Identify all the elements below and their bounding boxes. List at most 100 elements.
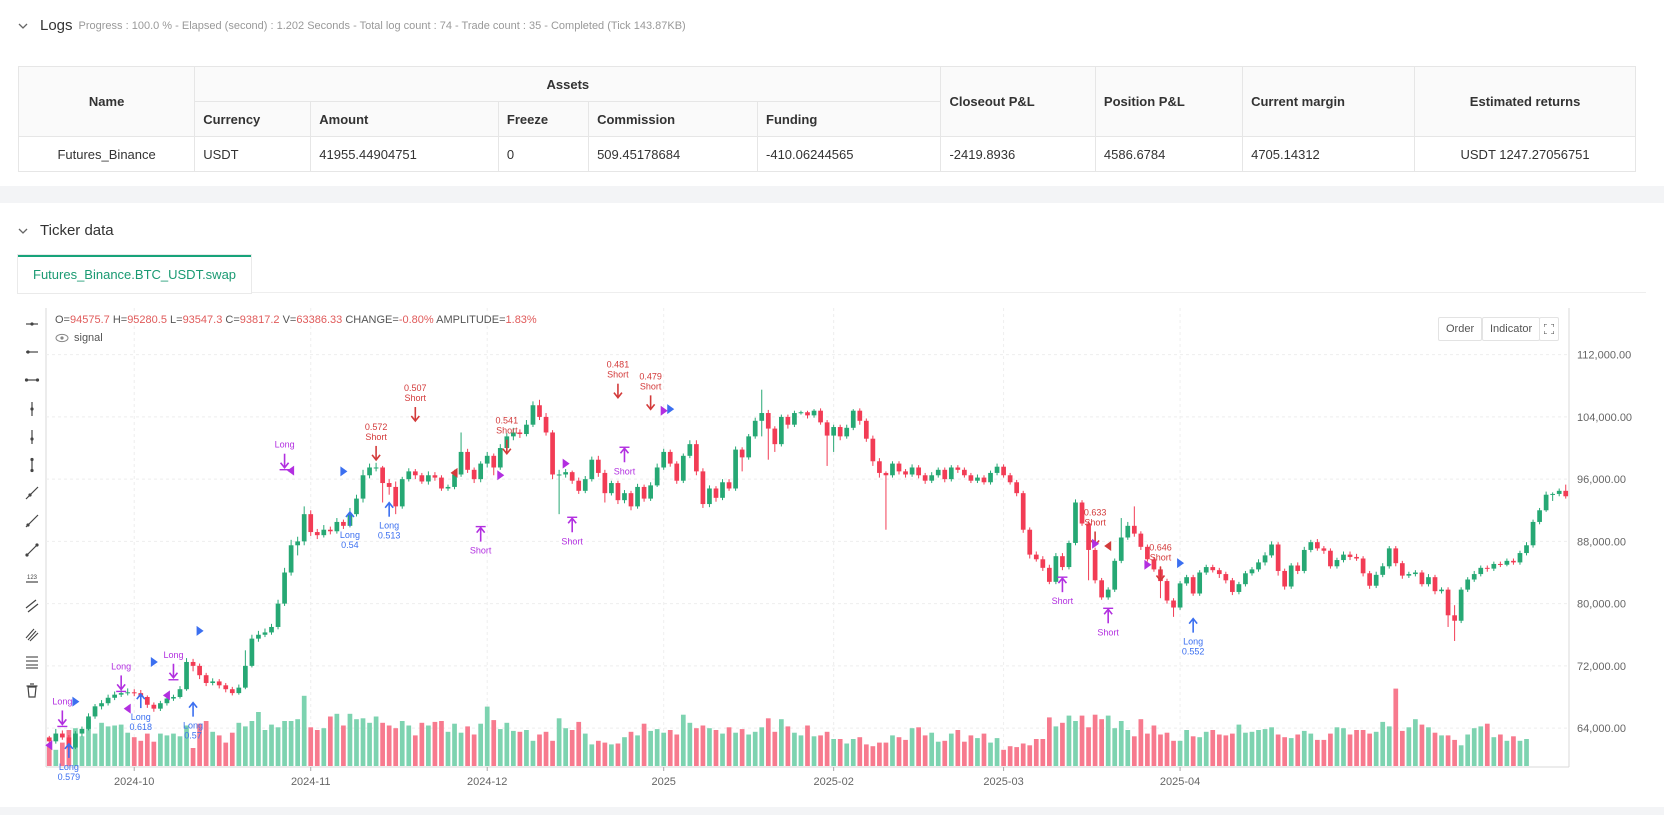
pitchfork-icon[interactable] (20, 622, 44, 646)
candle[interactable] (184, 661, 189, 690)
candle[interactable] (844, 427, 850, 437)
ray-line-icon[interactable] (20, 509, 44, 533)
candle[interactable] (1092, 549, 1098, 581)
candle[interactable] (694, 444, 699, 472)
candle[interactable] (1288, 565, 1294, 587)
candle[interactable] (1386, 548, 1392, 567)
eye-icon[interactable] (55, 333, 69, 343)
candle[interactable] (733, 449, 738, 489)
candle[interactable] (1465, 579, 1471, 590)
candle[interactable] (1360, 558, 1366, 574)
candle[interactable] (1439, 589, 1444, 592)
candle[interactable] (752, 420, 758, 437)
candle[interactable] (1498, 563, 1503, 565)
candle[interactable] (1066, 542, 1072, 568)
candle[interactable] (327, 529, 333, 532)
candle[interactable] (1033, 554, 1039, 560)
candle[interactable] (550, 432, 555, 475)
candle[interactable] (1478, 567, 1484, 575)
candle[interactable] (53, 733, 59, 742)
candle[interactable] (478, 463, 484, 480)
candle[interactable] (850, 410, 856, 428)
candle[interactable] (393, 486, 399, 507)
candle[interactable] (262, 632, 268, 635)
horizontal-segment-icon[interactable] (20, 368, 44, 392)
candle[interactable] (903, 471, 908, 475)
candle[interactable] (497, 448, 503, 468)
indicator-button[interactable]: Indicator (1482, 317, 1541, 341)
candle[interactable] (1373, 574, 1379, 586)
tab-symbol[interactable]: Futures_Binance.BTC_USDT.swap (18, 255, 252, 293)
candle[interactable] (112, 694, 117, 698)
candle[interactable] (1563, 490, 1569, 497)
candle[interactable] (92, 706, 98, 717)
candle[interactable] (256, 634, 261, 639)
candle[interactable] (1118, 537, 1124, 561)
candle[interactable] (164, 698, 170, 704)
candle[interactable] (465, 451, 470, 470)
candle[interactable] (1295, 565, 1301, 571)
candle[interactable] (367, 467, 372, 476)
candle[interactable] (1543, 494, 1549, 511)
candle[interactable] (125, 692, 131, 694)
candle[interactable] (452, 474, 457, 487)
candle[interactable] (948, 467, 954, 480)
candle[interactable] (236, 687, 242, 694)
segment-line-icon[interactable] (20, 538, 44, 562)
candle[interactable] (249, 638, 255, 666)
vertical-line-icon[interactable] (20, 397, 44, 421)
candle[interactable] (1164, 581, 1170, 601)
candle[interactable] (1073, 502, 1078, 543)
candle[interactable] (994, 466, 1000, 473)
order-button[interactable]: Order (1438, 317, 1483, 341)
candle[interactable] (609, 483, 614, 494)
candle[interactable] (380, 467, 385, 484)
candle[interactable] (399, 479, 405, 507)
candle[interactable] (615, 483, 621, 501)
candle[interactable] (1014, 482, 1020, 494)
candle[interactable] (929, 475, 935, 481)
candle[interactable] (1380, 566, 1386, 575)
candle[interactable] (1347, 554, 1353, 557)
candle[interactable] (288, 545, 294, 573)
candle[interactable] (641, 486, 647, 499)
candle[interactable] (1249, 569, 1255, 574)
fibonacci-icon[interactable] (20, 650, 44, 674)
candle[interactable] (622, 493, 627, 501)
candle[interactable] (1275, 544, 1281, 571)
candle[interactable] (595, 459, 601, 473)
candle[interactable] (589, 459, 595, 480)
candle[interactable] (831, 427, 836, 436)
candle[interactable] (491, 455, 497, 468)
candle[interactable] (654, 467, 660, 486)
candle[interactable] (720, 482, 725, 498)
candle[interactable] (471, 469, 477, 480)
candle[interactable] (635, 486, 640, 507)
candle[interactable] (484, 455, 490, 464)
candle[interactable] (713, 488, 719, 498)
candle[interactable] (1210, 567, 1216, 571)
candle[interactable] (1419, 572, 1425, 585)
ticker-header[interactable]: Ticker data (18, 222, 114, 239)
candle[interactable] (537, 405, 542, 417)
candle[interactable] (1040, 559, 1046, 568)
candle[interactable] (1151, 559, 1157, 570)
candle[interactable] (229, 689, 235, 694)
candle[interactable] (837, 427, 843, 437)
candle[interactable] (1301, 549, 1307, 571)
candle[interactable] (1046, 567, 1052, 582)
candle[interactable] (1484, 567, 1490, 569)
candle[interactable] (909, 467, 915, 475)
candle[interactable] (524, 424, 529, 435)
candle[interactable] (1230, 580, 1235, 592)
candle[interactable] (321, 529, 327, 536)
trend-line-icon[interactable] (20, 481, 44, 505)
candle[interactable] (870, 438, 876, 462)
candle[interactable] (968, 475, 974, 481)
candle[interactable] (1177, 583, 1183, 608)
candle[interactable] (1112, 560, 1118, 590)
candle[interactable] (1537, 510, 1542, 522)
candle[interactable] (700, 471, 706, 505)
candle[interactable] (1269, 544, 1274, 556)
candle[interactable] (203, 675, 209, 683)
